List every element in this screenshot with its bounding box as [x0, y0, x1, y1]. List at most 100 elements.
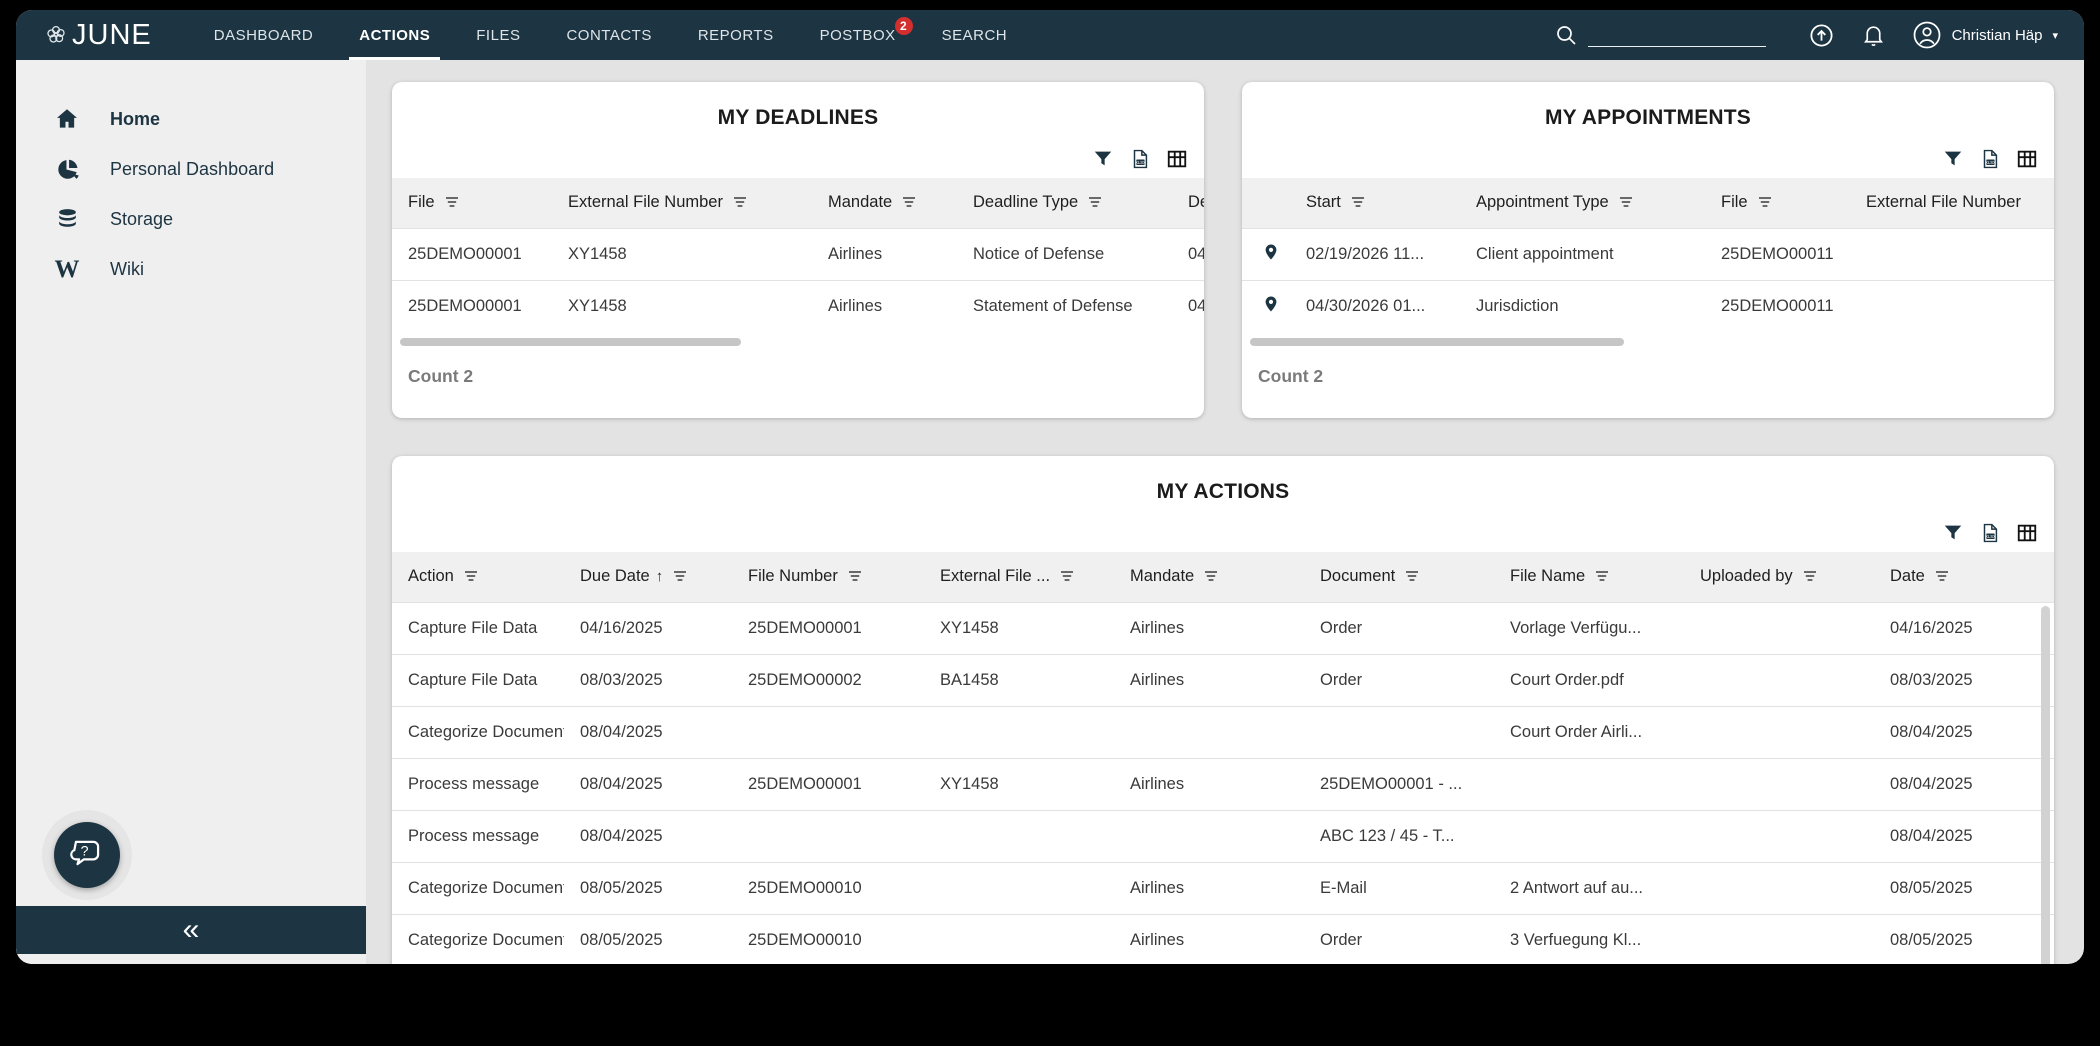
- actions-card: MY ACTIONS XLSX: [392, 456, 2054, 964]
- col-file-name[interactable]: File Name: [1494, 552, 1684, 602]
- horizontal-scrollbar[interactable]: [1250, 338, 1624, 346]
- global-search: [1554, 23, 1766, 47]
- logo-text: JUNE: [72, 18, 152, 51]
- column-filter-icon[interactable]: [1405, 568, 1419, 587]
- nav-files[interactable]: FILES: [476, 26, 521, 44]
- table-row[interactable]: 25DEMO00001 XY1458 Airlines Notice of De…: [392, 228, 1204, 280]
- sidebar: Home Personal Dashboard: [16, 60, 366, 964]
- logo-flower-icon: [44, 23, 68, 47]
- table-row[interactable]: Capture File Data 04/16/2025 25DEMO00001 XY…: [392, 602, 2054, 654]
- column-filter-icon[interactable]: [1204, 568, 1218, 587]
- col-start[interactable]: Start: [1290, 178, 1460, 228]
- column-filter-icon[interactable]: [1619, 194, 1633, 213]
- col-deadline-type[interactable]: Deadline Type: [957, 178, 1172, 228]
- column-filter-icon[interactable]: [1088, 194, 1102, 213]
- col-location: [1242, 178, 1290, 228]
- column-filter-icon[interactable]: [1351, 194, 1365, 213]
- sidebar-item-storage[interactable]: Storage: [16, 194, 366, 244]
- search-input[interactable]: [1587, 23, 1766, 47]
- actions-table: Action Due Date ↑ File Number External Fi…: [392, 552, 2054, 964]
- nav-search[interactable]: SEARCH: [941, 26, 1008, 44]
- export-xlsx-icon[interactable]: XLSX: [1979, 148, 2001, 170]
- export-xlsx-icon[interactable]: XLSX: [1979, 522, 2001, 544]
- columns-grid-icon[interactable]: [2016, 522, 2038, 544]
- table-row[interactable]: 25DEMO00001 XY1458 Airlines Statement of…: [392, 280, 1204, 332]
- svg-text:?: ?: [81, 843, 89, 859]
- svg-text:XLSX: XLSX: [1135, 160, 1146, 165]
- search-icon[interactable]: [1554, 23, 1578, 47]
- filter-icon[interactable]: [1092, 148, 1114, 170]
- nav-contacts[interactable]: CONTACTS: [566, 26, 652, 44]
- column-filter-icon[interactable]: [445, 194, 459, 213]
- appointments-table: Start Appointment Type File External Fil…: [1242, 178, 2054, 332]
- column-filter-icon[interactable]: [1595, 568, 1609, 587]
- main-nav: DASHBOARD ACTIONS FILES CONTACTS REPORTS…: [214, 10, 1007, 60]
- vertical-scrollbar[interactable]: [2041, 606, 2050, 964]
- col-external-file-number[interactable]: External File Number: [1866, 193, 2021, 212]
- help-chat-button[interactable]: ?: [54, 822, 120, 888]
- user-menu[interactable]: Christian Häp ▾: [1912, 20, 2058, 50]
- col-external-file[interactable]: External File ...: [924, 552, 1114, 602]
- col-mandate[interactable]: Mandate: [812, 178, 957, 228]
- table-row[interactable]: Categorize Document 08/05/2025 25DEMO00010…: [392, 862, 2054, 914]
- col-appointment-type[interactable]: Appointment Type: [1460, 178, 1705, 228]
- upload-icon[interactable]: [1808, 22, 1835, 49]
- nav-actions[interactable]: ACTIONS: [349, 10, 441, 60]
- collapse-chevrons-icon: «: [182, 913, 200, 946]
- col-mandate[interactable]: Mandate: [1114, 552, 1304, 602]
- col-document[interactable]: Document: [1304, 552, 1494, 602]
- appointments-card: MY APPOINTMENTS XLSX: [1242, 82, 2054, 418]
- table-row[interactable]: Categorize Document 08/04/2025 Court Order…: [392, 706, 2054, 758]
- sidebar-item-personal-dashboard[interactable]: Personal Dashboard: [16, 144, 366, 194]
- col-date[interactable]: Date: [1874, 552, 2054, 602]
- horizontal-scrollbar[interactable]: [400, 338, 742, 346]
- app-logo[interactable]: JUNE: [44, 19, 152, 52]
- col-action[interactable]: Action: [392, 552, 564, 602]
- nav-reports[interactable]: REPORTS: [697, 26, 774, 44]
- column-filter-icon[interactable]: [1935, 568, 1949, 587]
- column-filter-icon[interactable]: [1060, 568, 1074, 587]
- table-row[interactable]: Categorize Document 08/05/2025 25DEMO00010…: [392, 914, 2054, 964]
- col-file-number[interactable]: File Number: [732, 552, 924, 602]
- table-row[interactable]: 04/30/2026 01... Jurisdiction 25DEMO0001…: [1242, 280, 2054, 332]
- columns-grid-icon[interactable]: [2016, 148, 2038, 170]
- wiki-icon: W: [54, 255, 80, 283]
- svg-text:XLSX: XLSX: [1985, 534, 1996, 539]
- avatar-icon: [1912, 20, 1942, 50]
- column-filter-icon[interactable]: [1803, 568, 1817, 587]
- columns-grid-icon[interactable]: [1166, 148, 1188, 170]
- column-filter-icon[interactable]: [1758, 194, 1772, 213]
- table-row[interactable]: Capture File Data 08/03/2025 25DEMO00002 BA…: [392, 654, 2054, 706]
- table-row[interactable]: Process message 08/04/2025 ABC 123 / 45 - …: [392, 810, 2054, 862]
- database-icon: [54, 207, 80, 232]
- export-xlsx-icon[interactable]: XLSX: [1129, 148, 1151, 170]
- nav-dashboard[interactable]: DASHBOARD: [213, 26, 314, 44]
- notifications-bell-icon[interactable]: [1861, 23, 1886, 48]
- col-file[interactable]: File: [1705, 178, 1850, 228]
- column-filter-icon[interactable]: [673, 568, 687, 587]
- nav-postbox[interactable]: POSTBOX 2: [820, 10, 913, 60]
- deadlines-table: File External File Number Mandate Deadli…: [392, 178, 1204, 332]
- user-name: Christian Häp: [1951, 26, 2043, 44]
- col-external-file-number[interactable]: External File Number: [552, 178, 812, 228]
- appointments-title: MY APPOINTMENTS: [1544, 106, 1752, 129]
- svg-text:XLSX: XLSX: [1985, 160, 1996, 165]
- sidebar-collapse-button[interactable]: «: [16, 906, 366, 954]
- column-filter-icon[interactable]: [902, 194, 916, 213]
- column-filter-icon[interactable]: [848, 568, 862, 587]
- sidebar-item-wiki[interactable]: W Wiki: [54, 255, 145, 283]
- filter-icon[interactable]: [1942, 522, 1964, 544]
- pie-chart-icon: [54, 157, 80, 182]
- col-uploaded-by[interactable]: Uploaded by: [1684, 552, 1874, 602]
- table-row[interactable]: Process message 08/04/2025 25DEMO00001 XY14…: [392, 758, 2054, 810]
- filter-icon[interactable]: [1942, 148, 1964, 170]
- app-window: JUNE DASHBOARD ACTIONS FILES CONTACTS RE…: [16, 10, 2084, 964]
- column-filter-icon[interactable]: [733, 194, 747, 213]
- column-filter-icon[interactable]: [464, 568, 478, 587]
- col-deadline[interactable]: Deadline: [1188, 193, 1204, 212]
- main-content: MY DEADLINES XLSX: [366, 60, 2084, 964]
- col-file[interactable]: File: [392, 178, 552, 228]
- sidebar-item-home[interactable]: Home: [16, 94, 366, 144]
- col-due-date[interactable]: Due Date ↑: [564, 552, 732, 602]
- table-row[interactable]: 02/19/2026 11... Client appointment 25DE…: [1242, 228, 2054, 280]
